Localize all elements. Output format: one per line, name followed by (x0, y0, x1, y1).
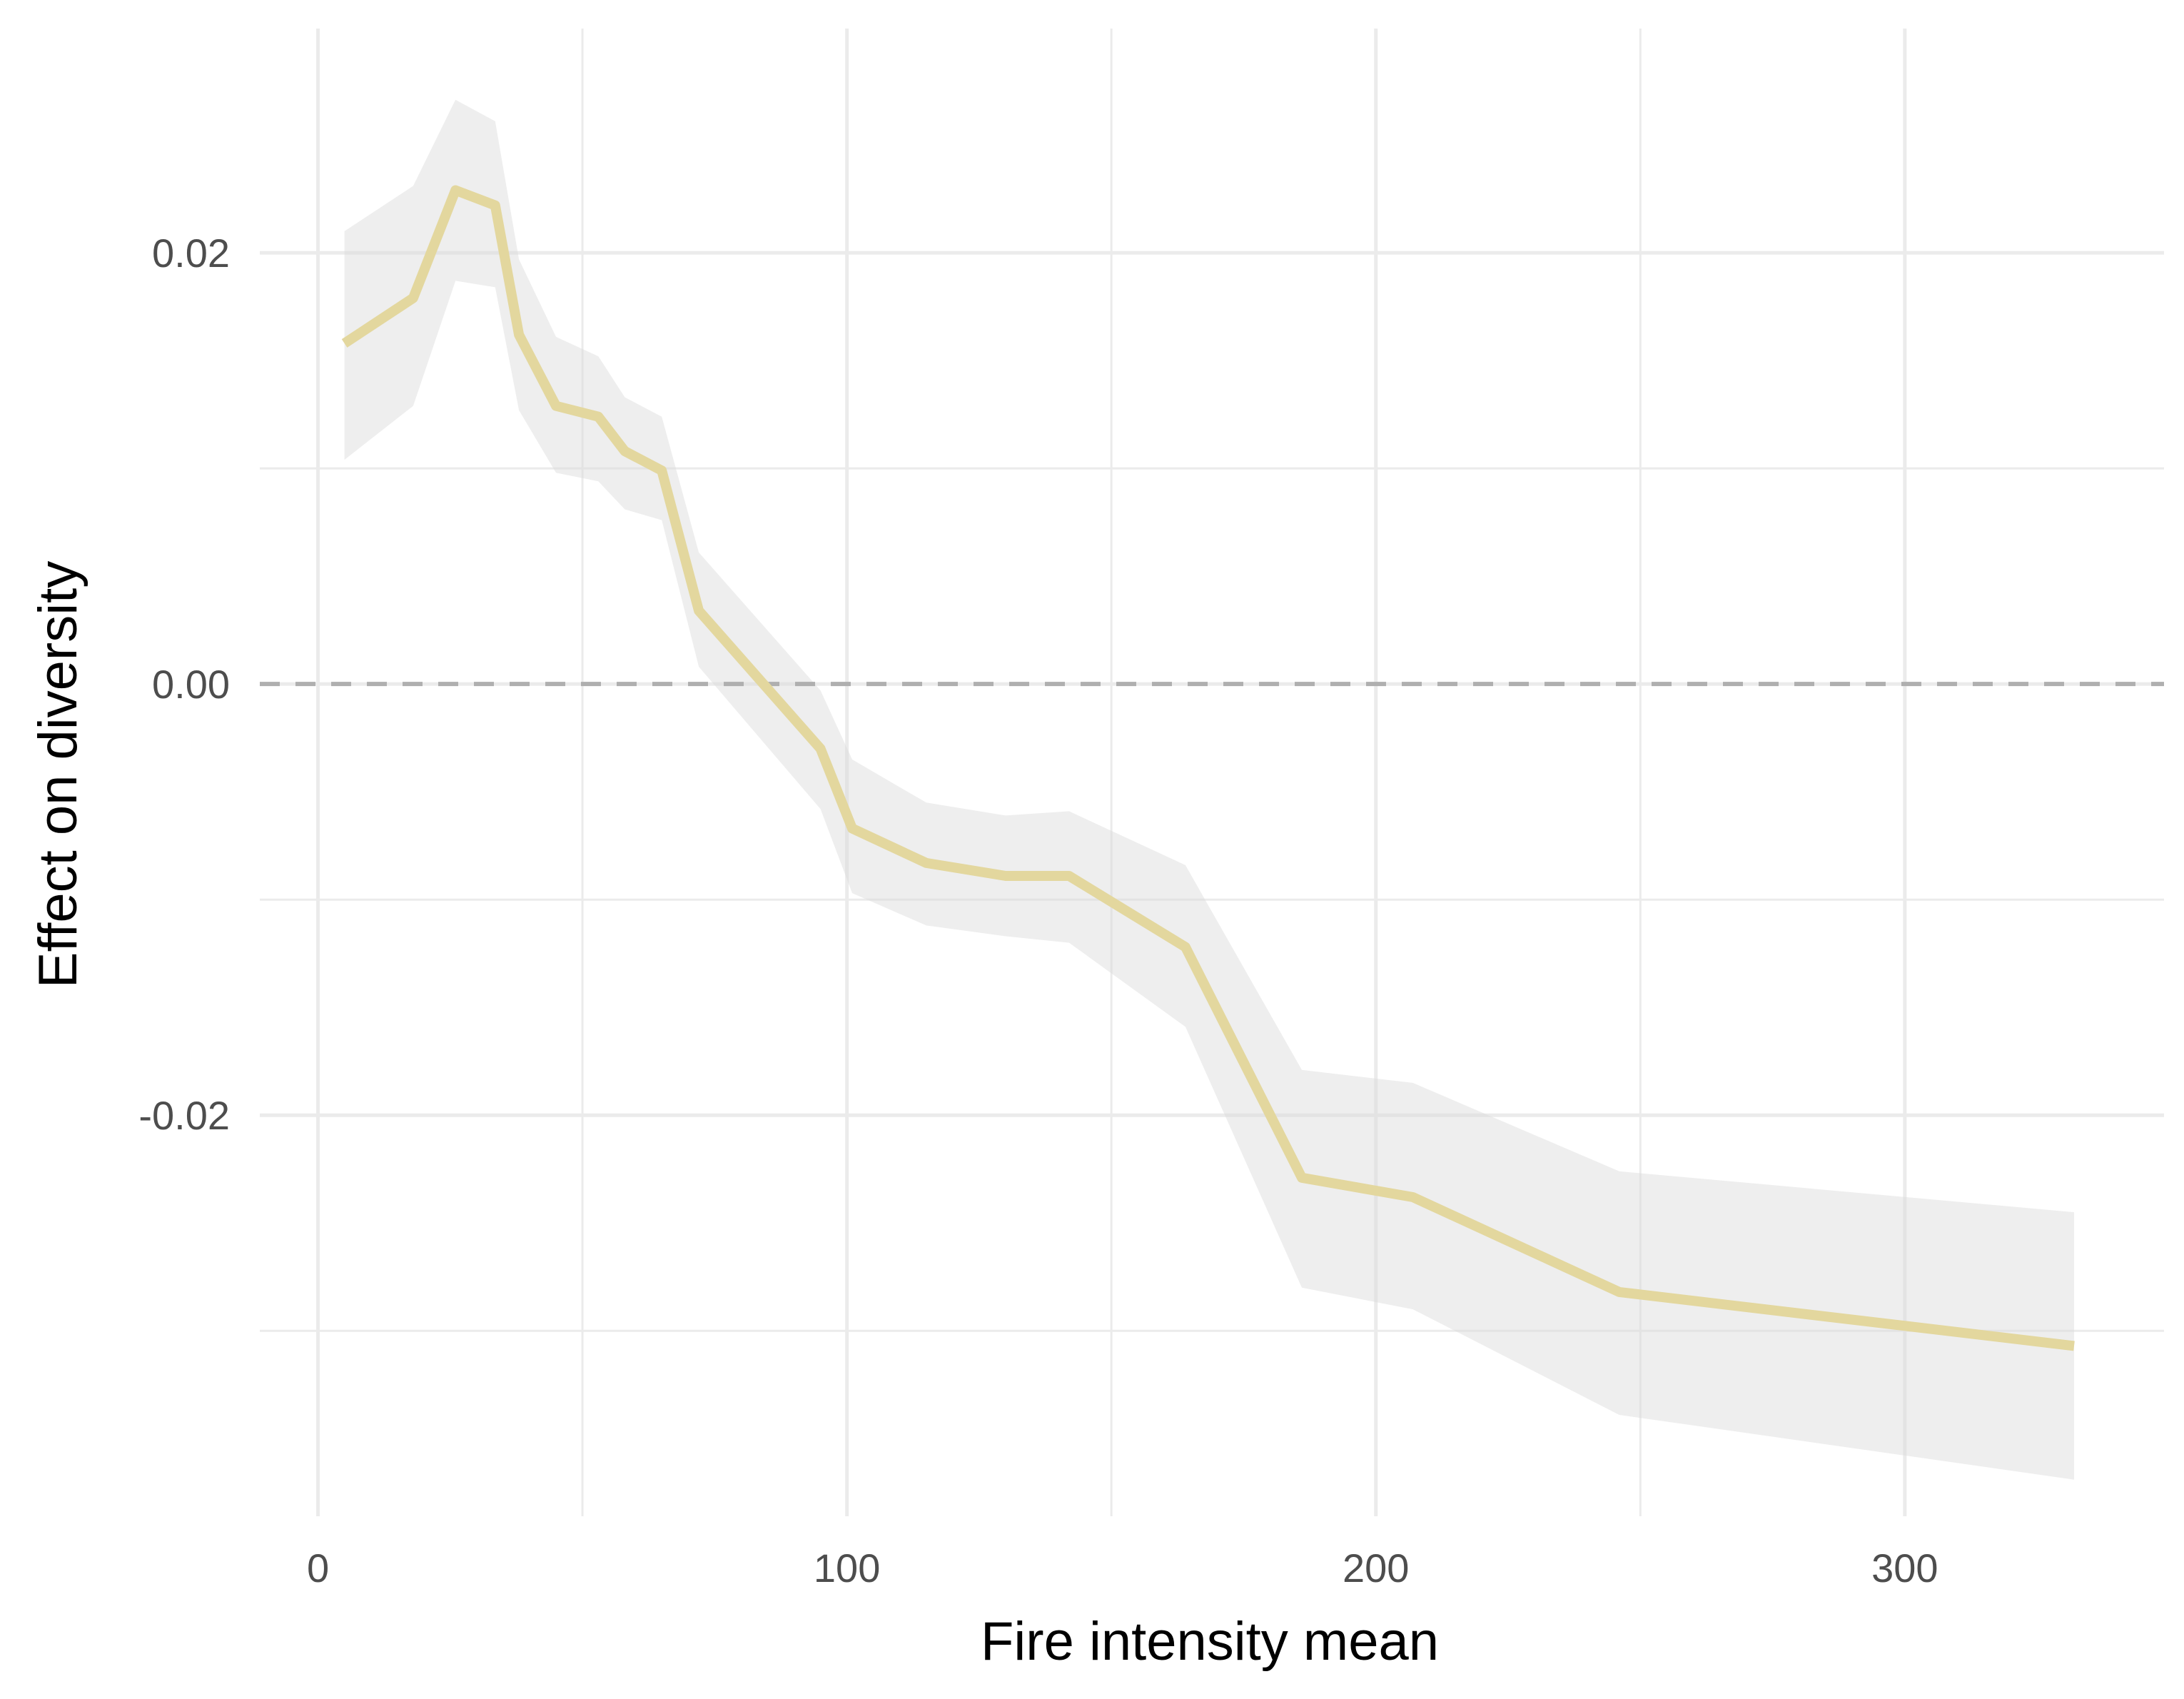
y-tick-label: 0.02 (152, 231, 230, 276)
gridlines (260, 29, 2164, 1516)
x-tick-label: 0 (307, 1546, 329, 1590)
x-tick-label: 100 (814, 1546, 880, 1590)
y-tick-label: -0.02 (138, 1093, 230, 1138)
y-tick-label: 0.00 (152, 662, 230, 707)
x-tick-label: 200 (1343, 1546, 1409, 1590)
effect-line (341, 185, 2075, 1351)
confidence-bands (344, 99, 2074, 1480)
x-axis-title: Fire intensity mean (981, 1611, 1439, 1672)
confidence-band (344, 99, 2074, 1480)
x-tick-label: 300 (1871, 1546, 1938, 1590)
tick-labels: 0 100 200 300 -0.02 0.00 0.02 (138, 231, 1938, 1590)
y-axis-title: Effect on diversity (28, 561, 89, 988)
series-lines (341, 185, 2075, 1351)
